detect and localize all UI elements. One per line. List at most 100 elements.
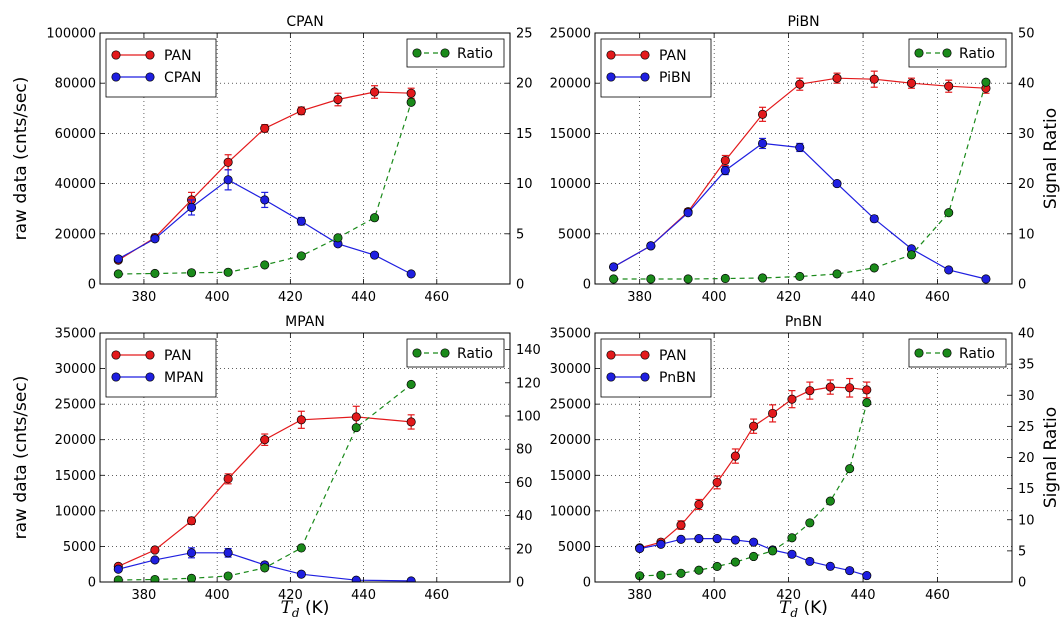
data-point-cpan — [296, 216, 306, 226]
data-point-pibn — [757, 138, 768, 148]
data-point-pan — [730, 451, 740, 461]
x-axis-label-symbol: T — [779, 598, 792, 618]
panel-cpan: 380 400 420 440 460 0 20000 40000 60000 80000 1000… — [11, 14, 533, 305]
legend-marker — [640, 72, 650, 82]
legend-left: PAN MPAN — [105, 338, 217, 398]
data-point-pan — [223, 474, 233, 484]
legend-right: Ratio — [908, 38, 1007, 68]
legend-label: PAN — [164, 348, 192, 364]
data-point-ratio — [333, 233, 343, 243]
series-group — [113, 85, 416, 279]
data-point-pan — [906, 78, 917, 88]
data-point-ratio — [150, 268, 160, 279]
legend-marker — [440, 48, 450, 58]
data-point-pnbn — [676, 534, 686, 544]
y2-tick-label: 10 — [516, 177, 533, 192]
legend-marker — [111, 372, 121, 382]
x-tick-label: 420 — [278, 290, 303, 305]
legend-label: PAN — [164, 48, 192, 64]
data-point-ratio — [862, 398, 872, 408]
series-group — [609, 70, 991, 284]
data-point-pibn — [720, 165, 730, 176]
data-point-pan — [825, 382, 835, 392]
data-point-cpan — [406, 269, 416, 279]
y-tick-label: 10000 — [55, 504, 96, 519]
data-point-mpan — [150, 555, 160, 565]
y-tick-label: 0 — [88, 278, 96, 293]
y-tick-label: 30000 — [55, 362, 96, 377]
data-point-ratio — [749, 551, 759, 562]
y-tick-label: 0 — [88, 576, 96, 591]
legend-marker — [412, 48, 422, 58]
data-point-pan — [694, 499, 704, 510]
y2-tick-label: 40 — [1018, 327, 1035, 342]
data-point-cpan — [370, 250, 380, 260]
data-point-pan — [150, 545, 160, 555]
data-point-ratio — [223, 571, 233, 581]
data-point-pan — [720, 155, 730, 166]
data-point-pan — [757, 109, 768, 119]
panel-mpan: 380 400 420 440 4600500010000150002000025000… — [11, 314, 541, 620]
data-point-ratio — [981, 77, 991, 87]
y-tick-label: 5000 — [558, 540, 591, 555]
y2-tick-label: 140 — [516, 343, 541, 358]
data-point-pibn — [683, 208, 693, 218]
legend-marker — [606, 350, 616, 360]
data-point-pibn — [944, 265, 954, 275]
data-point-ratio — [150, 574, 160, 582]
data-point-pan — [944, 81, 954, 91]
data-point-mpan — [406, 576, 416, 582]
legend-box — [908, 38, 1007, 68]
y-tick-label: 0 — [583, 278, 591, 293]
data-point-pan — [869, 74, 879, 84]
data-point-pibn — [646, 241, 656, 251]
legend-box — [105, 38, 217, 98]
legend-marker — [145, 50, 155, 60]
data-point-ratio — [646, 274, 656, 284]
legend-marker — [914, 348, 924, 358]
y2-tick-label: 30 — [1018, 389, 1035, 404]
data-point-ratio — [869, 263, 879, 273]
data-point-pan — [370, 87, 380, 97]
legend-left: PAN PnBN — [600, 338, 712, 398]
plot-frame — [594, 32, 1013, 285]
chart-title: CPAN — [286, 14, 323, 30]
legend-label: Ratio — [959, 46, 995, 62]
data-point-ratio — [609, 274, 619, 284]
data-point-pan — [260, 123, 270, 133]
legend-marker — [640, 50, 650, 60]
x-tick-label: 380 — [132, 290, 157, 305]
x-tick-label: 460 — [424, 588, 449, 603]
data-point-mpan — [186, 548, 197, 558]
data-point-ratio — [186, 268, 197, 278]
x-tick-label: 380 — [627, 588, 652, 603]
x-tick-label: 420 — [278, 588, 303, 603]
data-point-ratio — [845, 464, 855, 474]
x-axis-label-subscript: d — [790, 606, 798, 620]
x-tick-label: 440 — [851, 290, 876, 305]
data-point-pibn — [795, 142, 805, 153]
data-point-pibn — [981, 274, 991, 284]
legend-marker — [111, 50, 121, 60]
y-tick-label: 35000 — [55, 327, 96, 342]
y2-tick-label: 15 — [516, 127, 533, 142]
data-point-pan — [406, 417, 416, 427]
data-point-pan — [186, 516, 197, 526]
data-point-pnbn — [825, 561, 835, 571]
x-tick-label: 440 — [851, 588, 876, 603]
data-point-pnbn — [656, 539, 666, 549]
series-group — [635, 377, 872, 581]
legend-marker — [145, 72, 155, 82]
legend-marker — [640, 350, 650, 360]
data-point-ratio — [683, 274, 693, 284]
data-point-ratio — [406, 379, 416, 390]
data-point-cpan — [113, 254, 123, 264]
legend-box — [406, 338, 505, 368]
data-point-mpan — [223, 548, 233, 558]
data-point-ratio — [296, 251, 306, 261]
y-tick-label: 10000 — [550, 504, 591, 519]
data-point-ratio — [296, 543, 306, 553]
y2-tick-label: 60 — [516, 476, 533, 491]
x-axis-label-unit: (K) — [798, 598, 828, 618]
